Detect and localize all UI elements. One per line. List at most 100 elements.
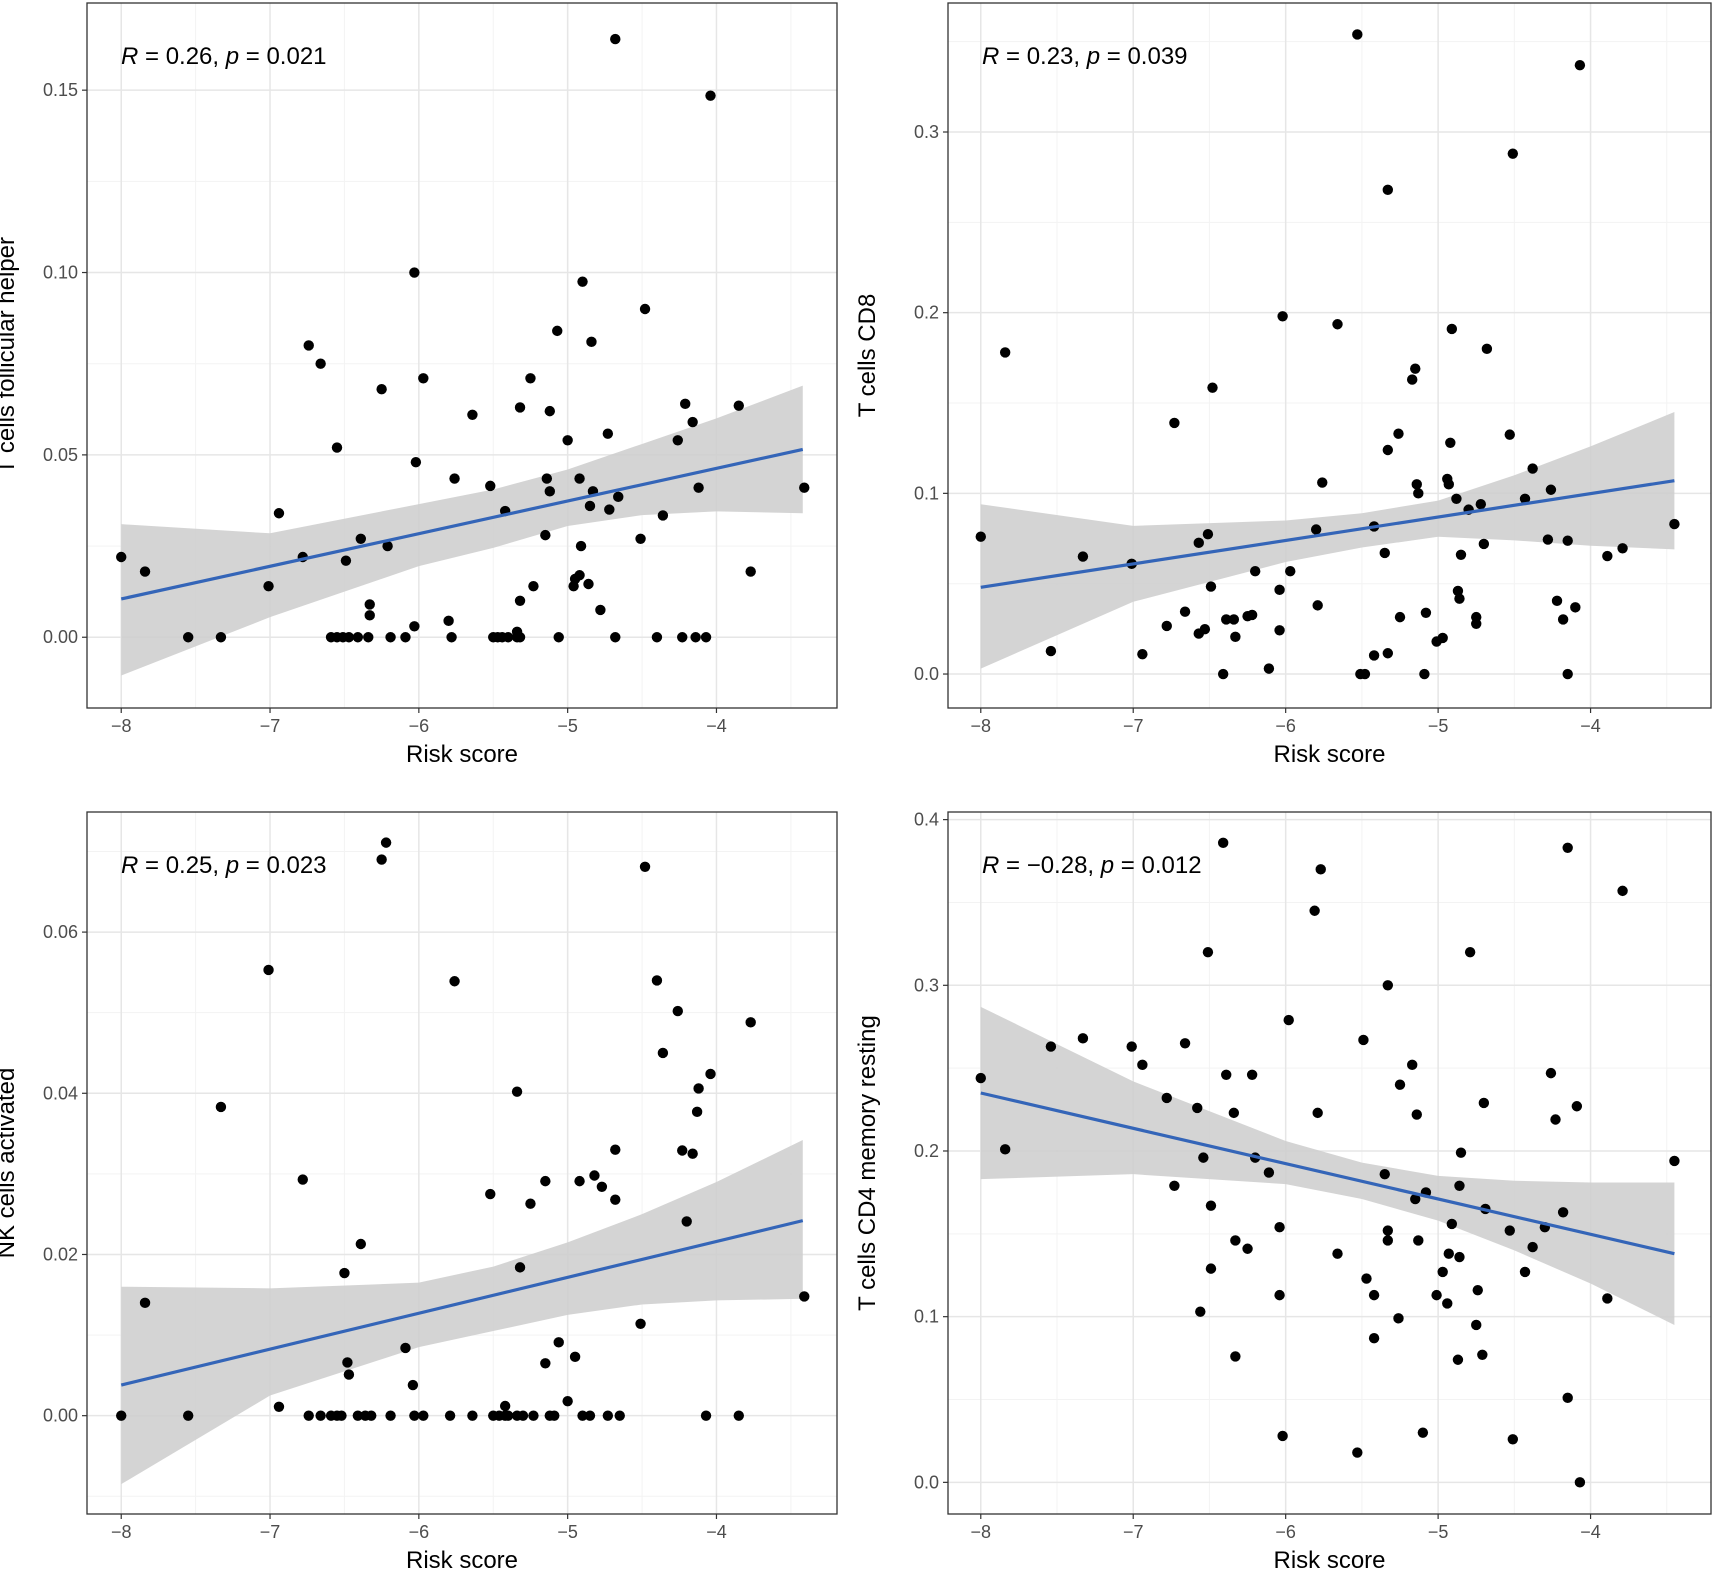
data-point [1478,1097,1490,1109]
data-point [1411,479,1422,490]
data-point [1452,1354,1464,1365]
data-point [1571,1101,1583,1112]
data-point [376,854,387,865]
data-point [303,340,314,351]
data-point [544,405,555,417]
x-axis-title: Risk score [1273,1547,1385,1574]
data-point [1550,1114,1561,1125]
confidence-band [121,1140,803,1485]
panel-2: −8 −7 −6 −5 −4 0.0 0.1 0.2 0.3 Risk score T cells … [854,2,1712,768]
data-point [1562,668,1573,680]
data-point [364,599,375,610]
data-point [1477,1349,1488,1360]
data-point [1169,417,1180,429]
data-point [1242,1243,1253,1254]
data-point [553,1337,564,1348]
y-tick-label: 0.04 [43,1083,78,1103]
data-point [1407,374,1418,385]
data-point [1519,493,1531,504]
annotation-p-label: p [225,852,239,879]
data-point [639,861,651,873]
y-tick-label: 0.10 [43,263,78,283]
data-point [418,1410,429,1421]
data-point [595,604,606,616]
correlation-annotation: R = −0.28, p = 0.012 [982,852,1202,879]
x-axis-title: Risk score [406,741,518,768]
data-point [610,33,621,45]
data-point [602,428,614,439]
data-point [1393,1313,1404,1324]
data-point [511,1086,523,1097]
data-point [382,540,393,552]
data-point [116,1410,127,1421]
panel-border [947,2,1712,709]
x-tick-label: −6 [1275,1522,1296,1542]
data-point [1507,1434,1519,1445]
data-point [540,529,551,541]
data-point [263,964,274,976]
data-point [1602,550,1613,562]
data-point [691,1106,703,1118]
data-point [1557,1207,1569,1218]
data-point [340,555,352,566]
data-point [1551,595,1563,607]
data-point [1274,584,1285,596]
data-point [376,384,387,395]
data-point [1315,864,1326,875]
data-point [1527,463,1538,474]
y-tick-label: 0.4 [914,810,939,830]
y-tick-label: 0.15 [43,80,78,100]
data-point [1217,837,1229,849]
data-point [273,1401,285,1413]
data-point [1420,607,1432,618]
data-point [355,533,367,544]
x-tick-label: −7 [1123,1522,1144,1542]
data-point [1230,1235,1241,1246]
data-point [574,1175,585,1187]
data-point [303,1410,314,1421]
data-point [182,1410,194,1421]
data-point [541,473,553,484]
data-point [651,632,663,643]
data-point [1504,429,1515,440]
data-point [1246,609,1258,621]
data-point [1471,618,1482,630]
data-point [339,1267,350,1279]
data-point [449,976,460,987]
data-point [614,1410,625,1421]
data-point [1471,1319,1482,1331]
data-point [1574,59,1586,71]
x-tick-label: −7 [260,1522,281,1542]
data-point [1368,1333,1380,1344]
correlation-annotation: R = 0.25, p = 0.023 [121,852,327,879]
annotation-r-text: = 0.26, [138,43,225,70]
y-axis-title: T cells CD8 [854,294,881,418]
data-point [693,1083,704,1094]
data-point [1413,1235,1424,1246]
data-point [610,632,621,643]
data-point [273,508,285,519]
data-point [1431,1289,1442,1301]
data-point [1077,1033,1089,1044]
data-point [635,1318,646,1329]
annotation-r-label: R [121,852,138,879]
data-point [705,90,716,101]
data-point [1481,343,1493,355]
data-point [1217,668,1229,680]
data-point [410,456,422,468]
x-tick-label: −6 [1275,716,1296,736]
x-tick-label: −5 [1428,1522,1449,1542]
correlation-annotation: R = 0.26, p = 0.021 [121,43,327,70]
data-point [975,1072,986,1084]
data-point [1263,1167,1275,1178]
data-point [687,416,698,428]
data-point [687,1148,698,1159]
data-point [499,1400,511,1412]
data-point [1545,1067,1557,1079]
data-point [409,621,420,632]
data-point [1192,1102,1203,1114]
data-point [485,480,496,492]
data-point [315,1410,326,1421]
data-point [1202,946,1214,958]
annotation-p-text: = 0.039 [1100,43,1187,70]
